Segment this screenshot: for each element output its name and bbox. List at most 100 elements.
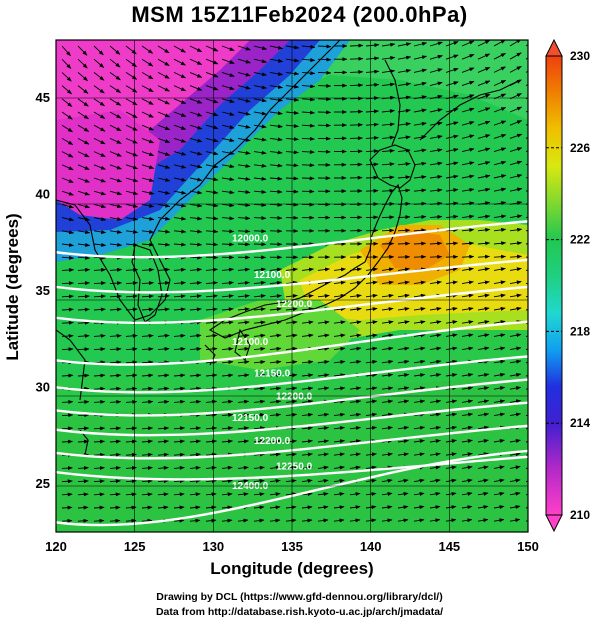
wind-arrow (125, 229, 139, 234)
wind-arrow (509, 147, 523, 153)
wind-arrow (445, 333, 458, 338)
wind-arrow (237, 203, 251, 208)
wind-arrow (109, 373, 122, 378)
wind-arrow (205, 320, 218, 325)
wind-arrow (189, 439, 201, 444)
wind-arrow (125, 164, 139, 170)
wind-arrow (205, 307, 218, 312)
wind-arrow (141, 373, 154, 378)
wind-arrow (365, 293, 378, 298)
wind-arrow (349, 83, 364, 88)
wind-arrow (365, 82, 380, 87)
wind-arrow (93, 466, 105, 470)
wind-arrow (141, 72, 154, 80)
wind-arrow (237, 111, 251, 116)
wind-arrow (93, 137, 106, 145)
wind-arrow (509, 465, 521, 470)
contour-line (56, 424, 528, 460)
wind-arrow (461, 439, 473, 443)
wind-arrow (253, 58, 267, 64)
wind-arrow (397, 135, 411, 140)
x-tick-label: 145 (438, 539, 460, 554)
wind-arrow (221, 346, 234, 351)
wind-arrow (467, 531, 473, 532)
wind-arrow (381, 56, 396, 61)
wind-arrow (413, 108, 427, 113)
wind-arrow (77, 505, 89, 510)
wind-arrow (237, 492, 249, 497)
wind-arrow (77, 413, 90, 418)
y-tick-label: 30 (36, 379, 50, 394)
wind-arrow (317, 57, 332, 62)
wind-arrow (381, 188, 395, 193)
wind-arrow (493, 134, 507, 139)
wind-arrow (269, 163, 283, 168)
wind-arrow (61, 111, 73, 120)
wind-arrow (221, 216, 235, 221)
wind-arrow (205, 85, 219, 91)
wind-arrow (429, 108, 443, 113)
wind-arrow (109, 307, 122, 312)
wind-arrow (189, 267, 202, 272)
wind-arrow (499, 531, 505, 532)
wind-arrow (285, 346, 298, 351)
wind-arrow (109, 505, 121, 510)
wind-arrow (509, 79, 522, 87)
wind-arrow (365, 452, 377, 457)
wind-arrow (173, 137, 187, 143)
wind-arrow (141, 111, 154, 118)
wind-arrow (253, 163, 267, 168)
contour-label: 12200.0 (254, 436, 291, 447)
wind-arrow (429, 214, 443, 219)
wind-arrow (493, 412, 506, 417)
wind-arrow (365, 373, 378, 378)
wind-arrow (365, 267, 378, 272)
wind-arrow (483, 531, 489, 532)
wind-arrow (205, 492, 217, 497)
wind-arrow (381, 162, 395, 167)
wind-arrow (461, 478, 473, 483)
wind-arrow (445, 41, 459, 47)
wind-arrow (461, 280, 474, 285)
wind-arrow (269, 267, 282, 272)
wind-arrow (157, 98, 170, 105)
wind-arrow (173, 465, 185, 470)
wind-arrow (381, 518, 393, 523)
wind-arrow (93, 518, 105, 523)
wind-arrow (285, 505, 297, 510)
wind-arrow (413, 399, 426, 404)
wind-arrow (253, 124, 267, 129)
wind-arrow (493, 306, 506, 311)
colorbar-ticks: 230 226 222 218 214 210 (546, 49, 590, 522)
wind-arrow (509, 214, 523, 219)
wind-arrow (77, 255, 91, 260)
wind-arrow (205, 426, 218, 431)
wind-arrow (285, 45, 300, 50)
wind-arrow (221, 492, 233, 497)
wind-arrow (333, 333, 346, 338)
wind-arrow (317, 280, 330, 285)
wind-arrow (141, 465, 153, 470)
wind-arrow (477, 386, 490, 391)
wind-arrow (349, 492, 361, 496)
wind-arrow (189, 137, 203, 143)
wind-arrow (317, 293, 330, 298)
colorbar-lower-triangle (545, 514, 563, 533)
wind-arrow (445, 478, 457, 483)
wind-arrow (365, 359, 378, 364)
wind-arrow (461, 228, 475, 233)
wind-arrow (189, 373, 202, 378)
wind-arrow (189, 203, 203, 208)
wind-arrow (365, 412, 378, 417)
wind-arrow (205, 346, 218, 351)
wind-arrow (237, 360, 250, 365)
wind-arrow (333, 280, 346, 285)
wind-arrow (221, 478, 233, 483)
wind-arrow (413, 478, 425, 483)
wind-arrow (413, 55, 427, 60)
wind-arrow (381, 122, 395, 127)
y-tick-label: 45 (36, 90, 50, 105)
wind-arrow (493, 174, 507, 179)
colorbar-body (545, 55, 563, 516)
